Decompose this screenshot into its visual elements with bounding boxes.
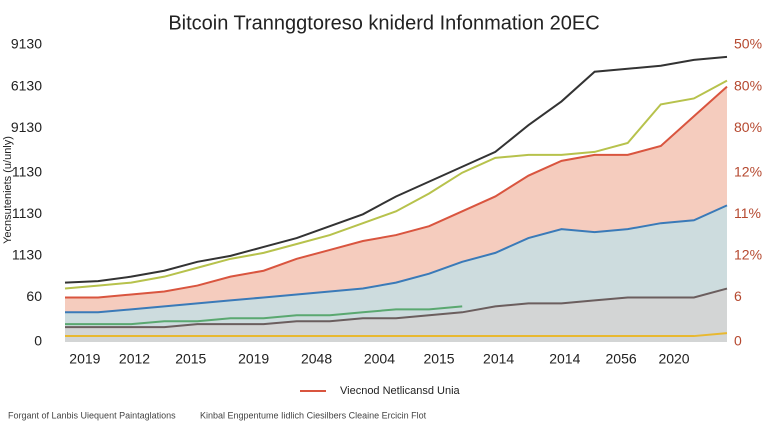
y-tick-label: 0: [34, 333, 42, 349]
chart-title: Bitcoin Trannggtoreso kniderd Infonmatio…: [168, 12, 599, 34]
y2-tick-label: 50%: [734, 36, 762, 52]
x-tick-label: 2014: [549, 351, 580, 367]
x-tick-label: 2014: [483, 351, 514, 367]
y2-tick-label: 6: [734, 288, 742, 304]
x-tick-label: 2048: [301, 351, 332, 367]
y-tick-label: 1130: [12, 247, 42, 263]
x-tick-label: 2056: [606, 351, 637, 367]
x-tick-label: 2015: [423, 351, 454, 367]
y2-tick-label: 11%: [734, 205, 761, 221]
line: [64, 55, 728, 284]
y2-tick-label: 12%: [734, 247, 762, 263]
y-tick-label: 1130: [12, 205, 42, 221]
x-tick-label: 2019: [238, 351, 269, 367]
x-tick-label: 2012: [119, 351, 150, 367]
y2-tick-label: 80%: [734, 119, 762, 135]
line: [65, 204, 728, 314]
legend-label: Viecnod Netlicansd Unia: [340, 385, 461, 397]
y2-tick-label: 0: [734, 333, 742, 349]
x-tick-label: 2019: [69, 351, 100, 367]
area: [65, 288, 727, 342]
y-tick-label: 60: [26, 288, 42, 304]
line: [64, 79, 728, 290]
x-tick-label: 2020: [658, 351, 689, 367]
y-tick-label: 9130: [11, 119, 42, 135]
y-tick-label: 9130: [11, 36, 42, 52]
y2-tick-label: 80%: [734, 77, 762, 93]
y-axis-label: Yecnsuteniets (u/unly): [2, 136, 14, 244]
footnote: Forgant of Lanbis Uiequent Paintaglation…: [8, 410, 176, 420]
line: [65, 332, 728, 338]
y-tick-label: 1130: [12, 163, 42, 179]
y2-tick-label: 12%: [734, 163, 762, 179]
y-tick-label: 6130: [11, 77, 42, 93]
footnote: Kinbal Engpentume Iidlich Ciesilbers Cle…: [200, 410, 427, 420]
line: [65, 287, 728, 329]
x-tick-label: 2004: [364, 351, 395, 367]
x-tick-label: 2015: [175, 351, 206, 367]
line: [65, 305, 463, 326]
line: [65, 85, 728, 299]
